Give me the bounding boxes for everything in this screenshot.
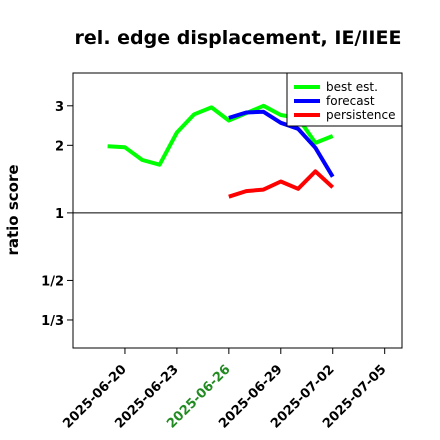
legend-label: persistence [326,108,395,122]
legend-label: best est. [326,80,378,94]
chart-title: rel. edge displacement, IE/IIEE [75,27,402,49]
y-tick-label: 1/3 [41,314,64,329]
plot-frame [72,72,403,349]
x-axis-ticks: 2025-06-202025-06-232025-06-262025-06-29… [60,348,390,432]
series-line-persistence [228,169,335,199]
y-tick-label: 1/2 [41,274,64,289]
y-tick-label: 1 [55,207,64,222]
series-line-forecast [228,109,335,178]
y-tick-label: 3 [55,100,64,115]
y-axis-ticks: 1/3 1/2 1 2 3 [41,100,73,329]
y-axis-label: ratio score [4,164,22,255]
legend-label: forecast [326,94,375,108]
y-tick-label: 2 [55,139,64,154]
